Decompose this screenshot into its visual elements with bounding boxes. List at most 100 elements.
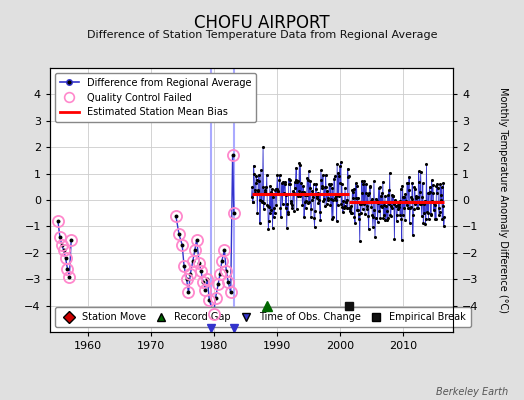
- Point: [411, 200, 420, 207]
- Point: [432, 183, 441, 189]
- Point: [253, 210, 261, 216]
- Point: [346, 203, 355, 210]
- Point: [226, 289, 235, 296]
- Point: [186, 271, 194, 277]
- Point: [268, 186, 276, 192]
- Point: [358, 178, 366, 184]
- Point: [312, 195, 321, 201]
- Point: [191, 247, 199, 253]
- Point: [346, 205, 354, 211]
- Point: [406, 204, 414, 211]
- Point: [404, 204, 412, 211]
- Point: [65, 273, 73, 280]
- Point: [399, 212, 407, 218]
- Point: [434, 185, 442, 191]
- Point: [214, 281, 222, 288]
- Point: [264, 226, 272, 232]
- Point: [261, 183, 270, 190]
- Point: [285, 175, 293, 182]
- Point: [260, 199, 268, 206]
- Point: [418, 194, 427, 200]
- Point: [414, 168, 423, 174]
- Point: [420, 201, 428, 208]
- Point: [387, 203, 396, 209]
- Point: [302, 192, 311, 198]
- Point: [325, 182, 334, 188]
- Point: [397, 186, 405, 192]
- Point: [398, 237, 406, 243]
- Point: [408, 180, 417, 186]
- Point: [317, 177, 325, 183]
- Point: [410, 206, 418, 212]
- Point: [345, 205, 353, 212]
- Point: [321, 172, 330, 178]
- Point: [280, 181, 289, 188]
- Point: [210, 310, 218, 317]
- Point: [314, 200, 322, 206]
- Point: [287, 200, 296, 206]
- Point: [364, 192, 372, 198]
- Point: [277, 191, 286, 197]
- Point: [397, 216, 406, 222]
- Point: [279, 178, 287, 185]
- Point: [337, 201, 345, 207]
- Point: [341, 185, 349, 191]
- Point: [419, 219, 428, 226]
- Point: [435, 212, 443, 218]
- Point: [180, 263, 188, 269]
- Point: [269, 213, 278, 220]
- Point: [305, 184, 314, 191]
- Point: [324, 191, 333, 198]
- Point: [271, 187, 279, 193]
- Point: [313, 193, 321, 200]
- Point: [306, 178, 314, 184]
- Point: [330, 173, 339, 180]
- Point: [342, 199, 350, 206]
- Point: [258, 184, 267, 190]
- Point: [424, 216, 433, 222]
- Point: [363, 205, 372, 212]
- Point: [314, 197, 323, 204]
- Point: [340, 204, 348, 211]
- Point: [424, 190, 432, 196]
- Point: [400, 194, 409, 200]
- Point: [389, 192, 397, 199]
- Point: [278, 200, 287, 207]
- Point: [435, 209, 444, 216]
- Point: [252, 173, 260, 179]
- Point: [276, 204, 285, 211]
- Point: [372, 196, 380, 202]
- Point: [316, 217, 324, 224]
- Point: [333, 161, 341, 167]
- Point: [361, 211, 369, 218]
- Point: [275, 191, 283, 198]
- Point: [302, 198, 310, 204]
- Point: [270, 205, 278, 212]
- Point: [347, 210, 355, 216]
- Point: [332, 218, 341, 224]
- Y-axis label: Monthly Temperature Anomaly Difference (°C): Monthly Temperature Anomaly Difference (…: [498, 87, 508, 313]
- Point: [273, 171, 281, 178]
- Point: [267, 206, 276, 213]
- Point: [333, 202, 342, 209]
- Point: [311, 208, 319, 214]
- Point: [362, 190, 370, 196]
- Point: [390, 201, 398, 208]
- Point: [364, 213, 373, 219]
- Point: [400, 205, 408, 212]
- Point: [384, 192, 392, 198]
- Point: [230, 210, 238, 216]
- Point: [287, 198, 295, 205]
- Point: [412, 193, 420, 200]
- Point: [332, 193, 340, 199]
- Point: [319, 197, 328, 204]
- Point: [393, 212, 401, 218]
- Point: [335, 163, 344, 170]
- Point: [197, 268, 205, 274]
- Point: [268, 225, 277, 232]
- Point: [378, 204, 387, 210]
- Point: [361, 178, 369, 184]
- Point: [437, 197, 445, 204]
- Point: [250, 171, 258, 177]
- Point: [421, 198, 429, 204]
